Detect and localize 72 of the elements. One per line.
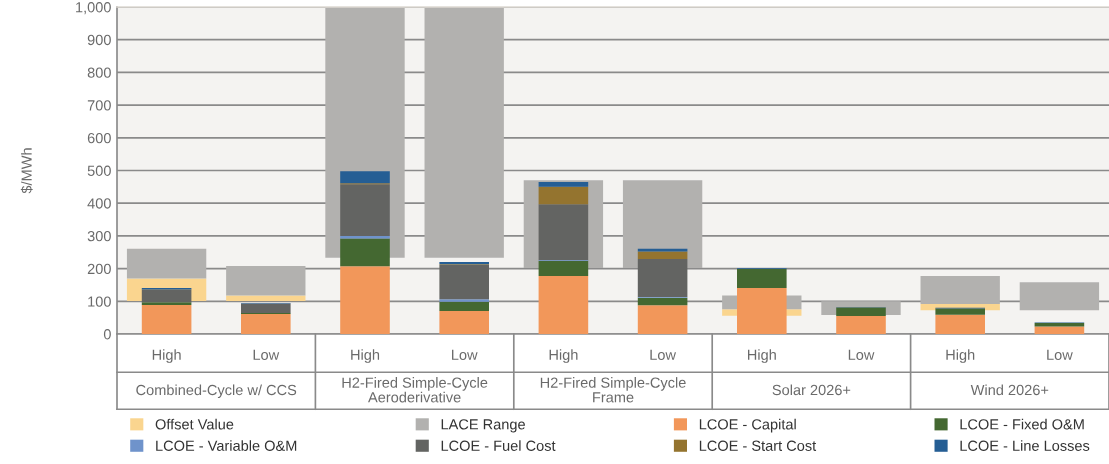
x-tick-label: Low [1047, 349, 1073, 360]
bar [226, 265, 306, 296]
y-axis-title: $/MWh [20, 148, 33, 194]
x-tick-label: High [152, 349, 181, 363]
y-tick-label: 900 [87, 34, 111, 46]
x-tick-label: Low [650, 349, 677, 360]
bar [226, 295, 306, 301]
y-tick-label: 400 [87, 198, 111, 209]
bar [340, 235, 390, 239]
bar [637, 248, 688, 252]
x-tick-label: Low [452, 349, 478, 360]
y-tick-label: 300 [87, 231, 111, 242]
bar [538, 260, 589, 277]
bar [737, 287, 787, 334]
bar [538, 204, 589, 261]
bar [836, 316, 886, 334]
bar [538, 181, 589, 187]
y-tick-label: 600 [87, 132, 111, 144]
bar [1019, 282, 1100, 311]
bar [439, 265, 489, 300]
bar [737, 268, 787, 288]
x-tick-label: Low [253, 349, 280, 360]
legend-label: LCOE - Start Cost [699, 440, 817, 451]
bar [340, 171, 390, 184]
text: Solar 2026+ [772, 384, 851, 396]
text: Combined-Cycle w/ CCS [136, 384, 297, 399]
bar [340, 184, 390, 236]
bar [637, 297, 688, 306]
bar [141, 304, 192, 334]
bar [141, 302, 192, 305]
bar [424, 7, 504, 258]
bar [538, 186, 589, 205]
bar [637, 305, 688, 334]
text: H2-Fired Simple-Cycle Frame [540, 377, 686, 403]
legend-label: Offset Value [155, 418, 234, 430]
y-tick-label: 700 [87, 100, 111, 111]
y-tick-label: 0 [103, 329, 111, 340]
bar [439, 301, 489, 312]
bar [340, 238, 390, 267]
legend-label: LACE Range [441, 419, 525, 433]
x-tick-label: High [351, 349, 380, 363]
bar [126, 248, 207, 279]
x-tick-label: Low [848, 349, 875, 360]
y-tick-label: 1,000 [76, 2, 111, 15]
bar [920, 276, 1000, 304]
legend-label: LCOE - Capital [699, 418, 796, 433]
text: H2-Fired Simple-Cycle Aeroderivative [342, 377, 488, 403]
y-tick-label: 800 [87, 67, 111, 78]
bar [1034, 326, 1085, 334]
legend-label: LCOE - Fixed O&M [960, 418, 1084, 430]
y-tick-label: 500 [87, 165, 111, 176]
bar [637, 251, 688, 260]
y-tick-label: 200 [87, 263, 111, 275]
x-tick-label: High [946, 349, 975, 363]
bar [935, 308, 985, 315]
legend-label: LCOE - Variable O&M [156, 440, 297, 451]
bar [439, 311, 489, 334]
bar [241, 303, 291, 314]
y-tick-label: 100 [88, 296, 111, 307]
bar [637, 259, 688, 298]
bar [935, 314, 985, 334]
legend-label: LCOE - Fuel Cost [441, 440, 556, 451]
bar [836, 307, 886, 317]
x-tick-label: High [549, 349, 578, 363]
bar [538, 276, 589, 334]
text: Wind 2026+ [970, 384, 1049, 396]
x-tick-label: High [748, 349, 776, 363]
bar [439, 299, 489, 302]
bar [340, 266, 390, 334]
legend-label: LCOE - Line Losses [960, 440, 1090, 451]
bar [241, 314, 291, 334]
bar [141, 289, 192, 303]
